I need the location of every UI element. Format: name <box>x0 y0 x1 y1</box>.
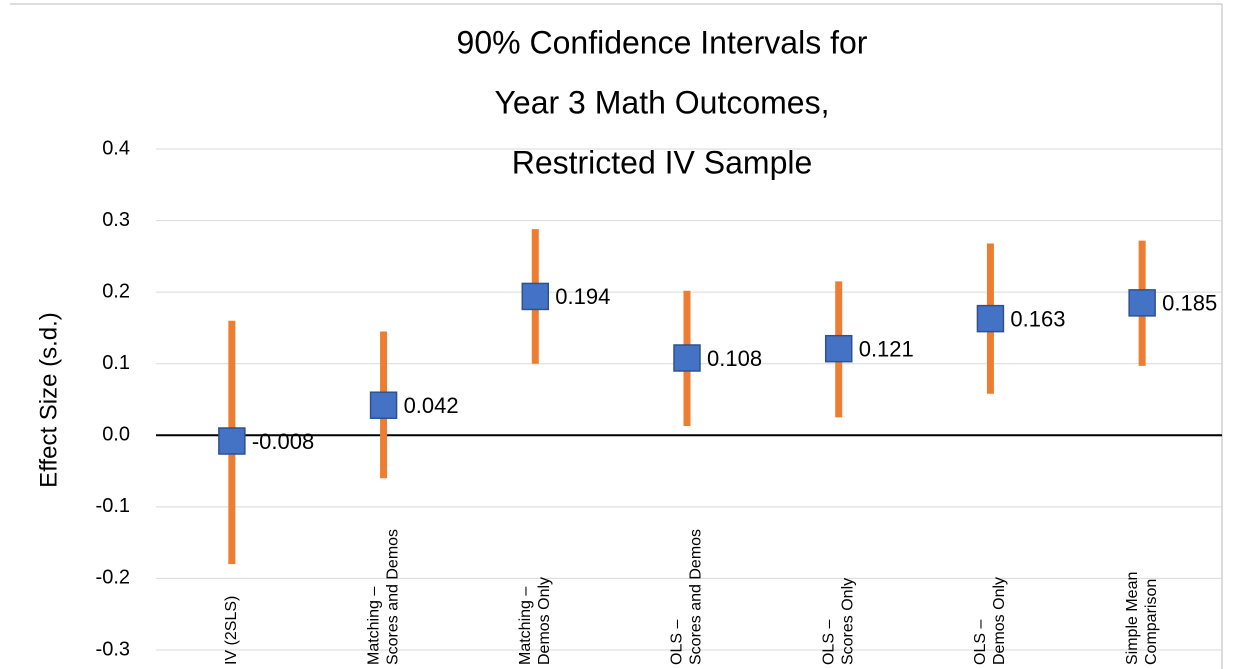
data-label: 0.108 <box>707 346 762 371</box>
x-tick-label: Demos Only <box>991 577 1008 665</box>
x-tick-label: Matching – <box>517 587 534 665</box>
x-tick-label: Demos Only <box>536 577 553 665</box>
x-tick-label: Scores and Demos <box>688 529 705 665</box>
x-tick-label: Scores and Demos <box>384 529 401 665</box>
data-label: 0.163 <box>1010 306 1065 331</box>
x-tick-label: Matching – <box>365 587 382 665</box>
data-label: 0.185 <box>1162 291 1217 316</box>
x-tick-label: OLS – <box>972 620 989 665</box>
data-label: 0.042 <box>404 393 459 418</box>
y-axis-title: Effect Size (s.d.) <box>35 312 62 488</box>
y-tick-label: 0.4 <box>102 137 130 159</box>
y-tick-label: -0.1 <box>96 495 130 517</box>
y-tick-label: 0.0 <box>102 424 130 446</box>
x-tick-label: OLS – <box>669 620 686 665</box>
data-label: -0.008 <box>252 429 314 454</box>
x-tick-label: Scores Only <box>839 578 856 665</box>
point-estimate <box>218 427 246 455</box>
point-estimate <box>1128 289 1156 317</box>
data-label: 0.121 <box>859 336 914 361</box>
chart-title: Restricted IV Sample <box>512 144 813 180</box>
point-estimate <box>369 391 398 419</box>
y-tick-label: 0.3 <box>102 209 130 231</box>
x-tick-label: OLS – <box>820 620 837 665</box>
chart-title: 90% Confidence Intervals for <box>457 24 868 60</box>
point-estimate <box>976 304 1005 333</box>
x-tick-label: IV (2SLS) <box>223 596 240 665</box>
chart-title: Year 3 Math Outcomes, <box>495 84 830 120</box>
point-estimate <box>824 334 853 363</box>
x-tick-label: Comparison <box>1143 579 1160 665</box>
data-label: 0.194 <box>555 284 610 309</box>
x-tick-label: Simple Mean <box>1124 572 1141 665</box>
point-estimate <box>673 344 701 372</box>
y-tick-label: 0.1 <box>102 352 130 374</box>
y-tick-label: -0.2 <box>96 567 130 589</box>
y-tick-label: 0.2 <box>102 280 130 302</box>
y-tick-label: -0.3 <box>96 638 130 660</box>
point-estimate <box>521 282 550 311</box>
